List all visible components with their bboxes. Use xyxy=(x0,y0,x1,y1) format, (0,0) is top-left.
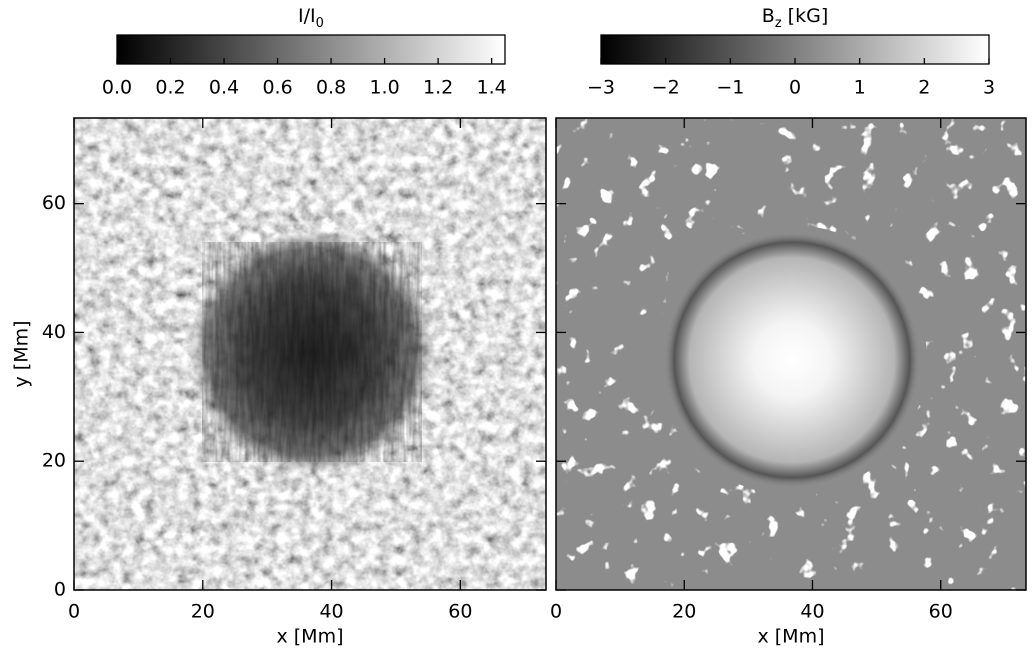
x-tick-label: 0 xyxy=(68,601,80,623)
colorbar-tick-label: 0.0 xyxy=(102,77,132,99)
x-axis-label: x [Mm] xyxy=(757,626,824,648)
colorbar-tick-label: 0.2 xyxy=(155,77,185,99)
label-part: I/I xyxy=(298,5,316,27)
y-tick-label: 60 xyxy=(42,192,66,214)
colorbar-label: I/I0 xyxy=(298,5,324,32)
colorbar-tick-label: 1 xyxy=(854,77,866,99)
bz-image xyxy=(556,118,1026,590)
intensity-image xyxy=(74,118,546,590)
colorbar-label: Bz [kG] xyxy=(762,5,828,32)
colorbar-tick-label: 1.4 xyxy=(477,77,507,99)
frame xyxy=(555,117,1027,591)
label-part: z xyxy=(775,16,782,31)
x-tick-label: 40 xyxy=(319,601,343,623)
frame xyxy=(73,117,547,591)
x-tick-label: 60 xyxy=(929,601,953,623)
colorbar-tick-label: 2 xyxy=(918,77,930,99)
colorbar-tick-label: −2 xyxy=(652,77,680,99)
y-tick-label: 20 xyxy=(42,450,66,472)
x-tick-label: 60 xyxy=(448,601,472,623)
y-axis-label: y [Mm] xyxy=(11,320,33,387)
colorbar-tick-label: 3 xyxy=(983,77,995,99)
colorbar xyxy=(116,34,506,65)
colorbar-tick-label: −3 xyxy=(587,77,615,99)
colorbar-tick-label: 0.4 xyxy=(209,77,239,99)
x-tick-label: 20 xyxy=(672,601,696,623)
label-part: [kG] xyxy=(782,5,829,27)
colorbar-tick-label: 0 xyxy=(789,77,801,99)
colorbar-tick-label: 0.6 xyxy=(262,77,292,99)
colorbar-tick-label: 0.8 xyxy=(316,77,346,99)
x-tick-label: 20 xyxy=(191,601,215,623)
y-tick-label: 40 xyxy=(42,321,66,343)
label-part: 0 xyxy=(316,16,324,31)
x-tick-label: 40 xyxy=(800,601,824,623)
colorbar-tick-label: 1.0 xyxy=(369,77,399,99)
x-tick-label: 0 xyxy=(550,601,562,623)
colorbar-tick-label: 1.2 xyxy=(423,77,453,99)
label-part: B xyxy=(762,5,775,27)
x-axis-label: x [Mm] xyxy=(276,626,343,648)
colorbar-tick-label: −1 xyxy=(716,77,744,99)
y-tick-label: 0 xyxy=(54,579,66,601)
